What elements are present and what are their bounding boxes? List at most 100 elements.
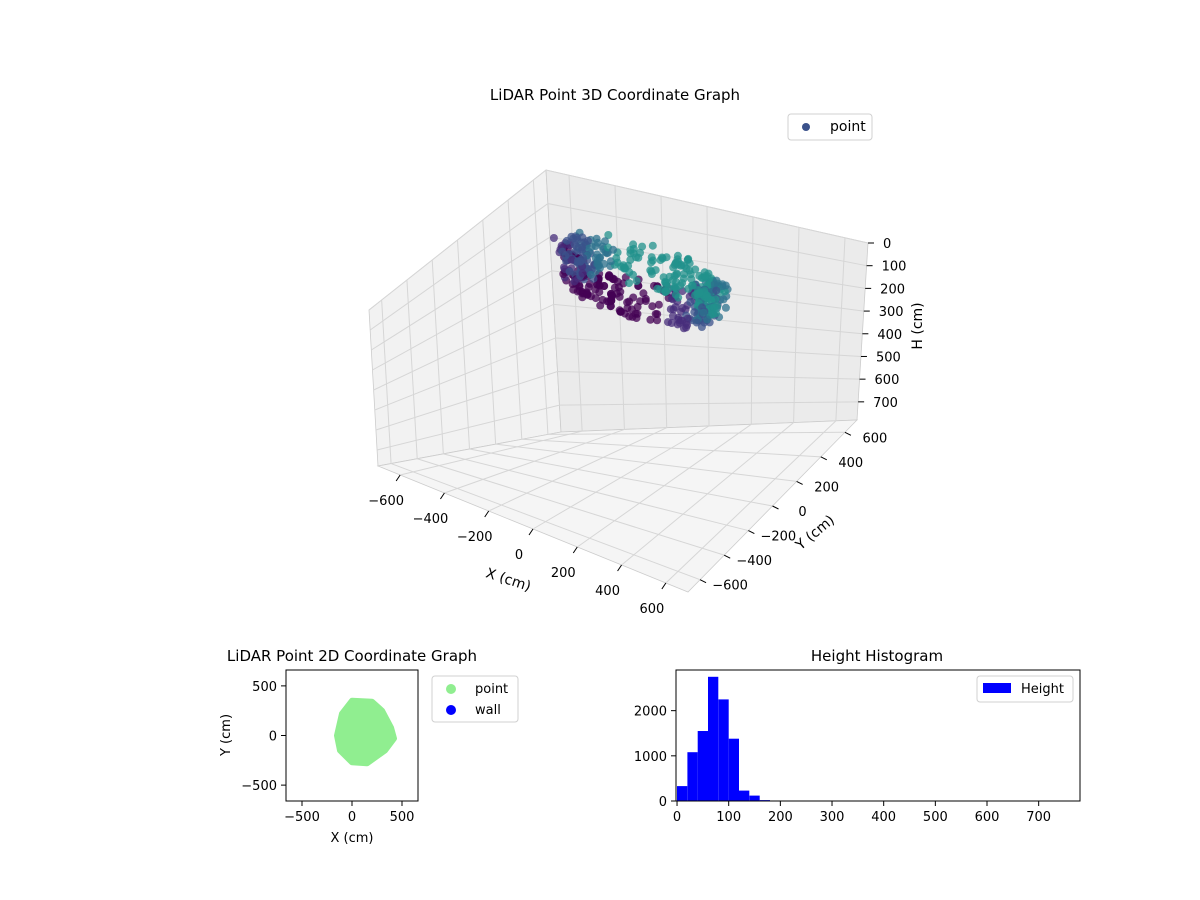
cloud-point [712,286,721,295]
grid-line-x-back [660,196,668,428]
cloud-point [654,300,663,309]
tick-label-y: 0 [798,505,806,520]
tick-label-x: −400 [413,512,449,527]
cloud-point [665,272,674,281]
histogram-bar [728,738,739,801]
grid-line-y [547,431,845,435]
grid-line-y-left [406,279,418,459]
cloud-point [666,305,675,314]
legend-marker-height [983,683,1011,693]
cloud-point [570,277,579,286]
cloud-point [692,318,701,327]
cloud-point [600,282,608,290]
cloud-point [625,279,633,288]
cloud-point [612,254,621,263]
tick-label-x-hist: 500 [923,810,948,825]
cloud-point [593,238,602,247]
tick-x [440,492,445,500]
grid-line-y [521,438,821,458]
grid-line-z [376,401,859,451]
tick-label-y: 600 [863,431,888,446]
tick-label-y-hist: 1000 [634,750,667,765]
chart-2d-title: LiDAR Point 2D Coordinate Graph [227,647,477,665]
cloud-point [672,278,681,286]
histogram-bar [718,699,729,801]
histogram-bar [739,790,750,801]
grid-line-y-left [381,299,392,464]
tick-y [796,480,803,485]
tick-y [723,554,731,559]
cloud-point [687,275,696,284]
chart-3d-title: LiDAR Point 3D Coordinate Graph [490,86,740,104]
point-blob-2d [334,697,397,767]
x-axis-label-2d: X (cm) [331,831,374,846]
tick-label-z: 600 [875,373,900,388]
chart-3d: LiDAR Point 3D Coordinate Graph −600 −400… [368,86,926,617]
grid-line-y [390,463,701,581]
grid-line-z [371,236,866,351]
cloud-point [586,270,595,279]
grid-line-x-back [835,237,846,421]
legend-marker-point [802,123,810,131]
cloud-point [695,288,704,297]
cloud-point [578,243,586,252]
cloud-point [683,255,692,264]
grid-line-x-back [793,227,800,423]
cloud-point [647,258,656,267]
cloud-point [675,318,684,327]
tick-x [572,546,578,554]
grid-line-y-left [457,239,470,450]
cloud-point [664,318,672,327]
cloud-point [598,295,607,304]
tick-label-y-2d: 500 [252,680,277,695]
cloud-point [677,260,686,269]
cloud-point [647,267,656,276]
cloud-point [703,315,711,324]
legend-marker-point-2d [446,684,456,694]
tick-label-x: 400 [595,584,620,599]
cloud-point [648,302,657,311]
cloud-point [569,285,578,294]
cloud-point [625,297,634,306]
tick-label-y-hist: 2000 [634,705,667,720]
cloud-point [549,234,558,242]
cloud-point [609,245,618,254]
tick-label-x-hist: 0 [673,810,681,825]
grid-line-z [374,337,861,411]
cloud-point [662,278,671,287]
cloud-point [678,304,687,312]
tick-label-z: 0 [883,237,891,252]
cloud-point [601,237,609,246]
cloud-point [604,231,613,239]
tick-label-z: 700 [873,396,898,411]
grid-line-y-left [532,179,549,435]
grid-line-z [375,371,860,431]
grid-line-y [495,443,797,482]
tick-label-x: −600 [368,494,404,509]
tick-label-x-hist: 600 [975,810,1000,825]
cloud-point [567,255,576,264]
cloud-point [629,244,638,253]
grid-line-x-back [750,216,754,425]
histogram-bar [677,786,688,801]
x-axis-label-3d: X (cm) [484,565,533,595]
cloud-point [579,254,588,263]
cloud-point [636,297,645,306]
cloud-point [688,281,697,290]
histogram-bar [697,731,708,801]
tick-label-x-hist: 700 [1026,810,1051,825]
legend-2d: point wall [431,675,519,723]
point-cloud-3d [549,228,732,333]
plot-frame-hist [675,669,1081,802]
cloud-point [565,267,574,276]
grid-line-y-left [507,199,523,440]
cloud-point [719,295,728,304]
grid-line-z [369,203,867,331]
cloud-point [583,290,592,299]
tick-label-x: 200 [551,566,576,581]
legend-label-height: Height [1021,682,1064,697]
tick-x [395,474,401,482]
grid-line-y [417,458,725,556]
cloud-point [620,263,629,272]
